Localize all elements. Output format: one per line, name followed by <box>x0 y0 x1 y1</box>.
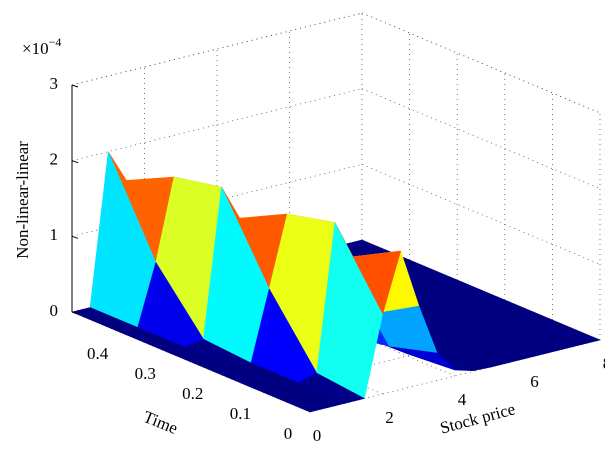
box-edge <box>71 12 363 86</box>
grid-line <box>71 12 363 86</box>
z-tick-label: 0 <box>50 301 59 320</box>
y-axis-label: Time <box>141 407 181 438</box>
y-tick-label: 0.4 <box>87 344 109 363</box>
z-axis-label: Non-linear-linear <box>13 141 32 259</box>
z-multiplier-base: ×10 <box>22 39 49 58</box>
grid-line <box>361 88 601 190</box>
x-tick-label: 4 <box>458 390 467 409</box>
y-tick-label: 0.2 <box>182 384 203 403</box>
grid-line <box>71 88 363 162</box>
z-tick-label: 2 <box>50 150 59 169</box>
z-tick-label: 3 <box>50 74 59 93</box>
x-tick-label: 2 <box>385 408 394 427</box>
box-edge <box>361 12 601 114</box>
x-tick-label: 8 <box>603 354 605 373</box>
grid-line <box>361 12 601 114</box>
x-tick-label: 0 <box>313 426 322 445</box>
z-tick-label: 1 <box>50 225 59 244</box>
y-tick-label: 0.3 <box>135 364 156 383</box>
x-axis-label: Stock price <box>438 399 517 437</box>
surface <box>71 151 601 413</box>
grid-line <box>361 163 601 265</box>
z-tick <box>71 160 79 164</box>
y-tick-label: 0 <box>284 424 293 443</box>
x-tick-label: 6 <box>530 372 539 391</box>
z-tick <box>71 311 79 315</box>
z-tick <box>71 235 79 239</box>
z-tick <box>71 84 79 88</box>
z-multiplier: ×10−4 <box>22 35 61 58</box>
z-multiplier-exp: −4 <box>49 35 62 49</box>
y-tick-label: 0.1 <box>230 404 251 423</box>
surface-cell <box>262 387 329 413</box>
